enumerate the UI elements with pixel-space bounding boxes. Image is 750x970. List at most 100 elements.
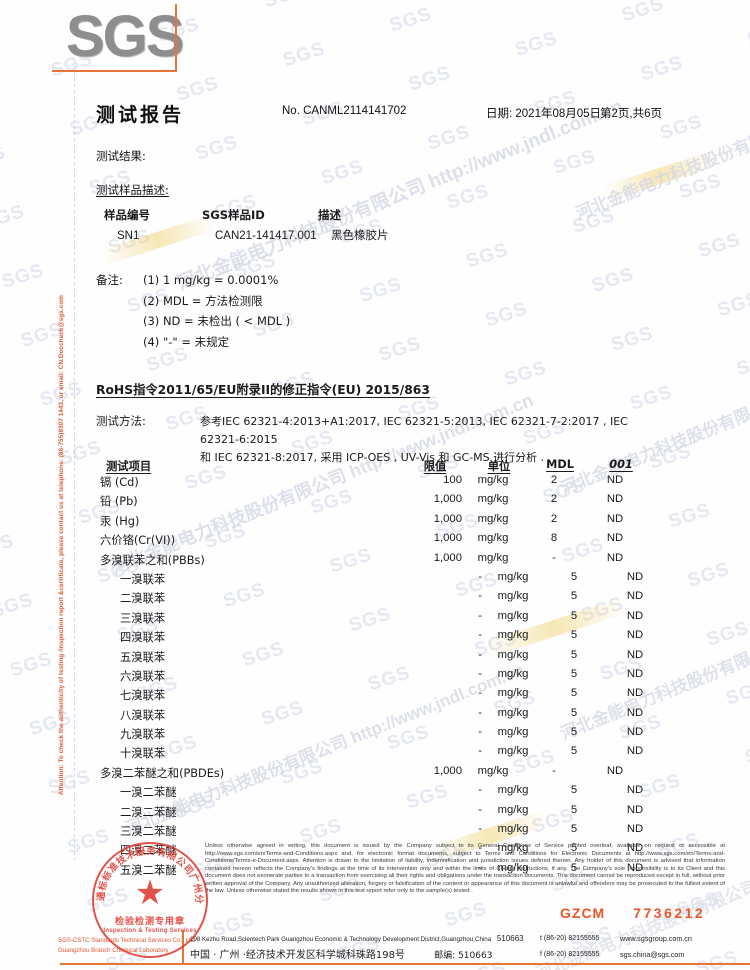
result-limit: 1,000 <box>433 551 462 564</box>
seal-en-text: Inspection & Testing Services <box>103 926 197 934</box>
remarks-list: (1) 1 mg/kg = 0.0001% (2) MDL = 方法检测限 (3… <box>143 270 290 352</box>
sgs-watermark: SGS <box>0 530 17 564</box>
result-mdl: 2 <box>550 474 558 486</box>
seal-arc-text: SGS通标标准技术服务有限公司广州分公司 <box>92 842 204 904</box>
test-method-line-2: 和 IEC 62321-8:2017, 采用 ICP-OES , UV-Vis … <box>200 451 545 464</box>
sgs-watermark: SGS <box>733 435 750 529</box>
report-number: No. CANML2114141702 <box>282 105 407 117</box>
result-value: ND <box>626 823 644 836</box>
result-item: 三溴二苯醚 <box>120 825 177 839</box>
result-value: ND <box>626 667 644 680</box>
table-row: 十溴联苯 - mg/kg 5 ND <box>96 745 676 764</box>
telephone-block: t (86-20) 82155555 f (86-20) 82155555 <box>540 931 600 962</box>
page-indicator: 第2页,共6页 <box>600 108 662 120</box>
result-mdl: 5 <box>570 823 578 836</box>
remarks-label: 备注: <box>96 273 123 287</box>
sample-desc-label: 测试样品描述: <box>96 183 169 197</box>
result-limit: - <box>478 745 482 758</box>
result-mdl: - <box>552 551 556 564</box>
result-item: 铅 (Pb) <box>100 495 138 509</box>
web-contact-block: www.sgsgroup.com.cn sgs.china@sgs.com <box>620 931 692 962</box>
result-limit: - <box>478 823 482 836</box>
result-mdl: 5 <box>570 803 578 816</box>
sgs-watermark: SGS <box>0 53 28 147</box>
result-value: ND <box>626 570 644 583</box>
sgs-watermark: SGS <box>0 383 18 477</box>
result-limit: - <box>478 609 482 622</box>
sgs-watermark: SGS <box>550 145 599 179</box>
result-item: 九溴联苯 <box>120 728 166 742</box>
result-unit: mg/kg <box>477 532 509 545</box>
result-value: ND <box>606 474 624 486</box>
sgs-watermark: SGS <box>742 735 750 769</box>
sgs-watermark: SGS <box>455 0 581 33</box>
result-value: ND <box>606 551 624 564</box>
result-item: 三溴联苯 <box>120 611 166 625</box>
gzcm-label: GZCM <box>560 905 606 921</box>
result-limit: 1,000 <box>433 493 462 506</box>
page-title: 测试报告 <box>96 104 185 126</box>
result-item: 四溴联苯 <box>120 631 166 645</box>
result-unit: mg/kg <box>497 823 529 836</box>
seal-ring <box>92 842 208 958</box>
sgs-watermark: SGS <box>7 648 56 682</box>
sgs-watermark: SGS <box>695 228 744 263</box>
col-header-item: 测试项目 <box>106 460 152 473</box>
result-mdl: 2 <box>550 493 558 506</box>
result-item: 二溴联苯 <box>120 592 166 606</box>
list-item: (2) MDL = 方法检测限 <box>143 293 263 308</box>
result-limit: - <box>478 726 482 739</box>
rohs-directive-title: RoHS指令2011/65/EU附录II的修正指令(EU) 2015/863 <box>96 383 430 397</box>
test-method-label: 测试方法: <box>96 414 146 428</box>
table-row: 二溴二苯醚 - mg/kg 5 ND <box>96 804 676 823</box>
result-mdl: 5 <box>570 861 578 874</box>
col-header-limit: 限值 <box>423 460 447 473</box>
result-limit: - <box>478 861 482 874</box>
result-limit: 1,000 <box>433 532 462 545</box>
result-limit: - <box>478 784 482 797</box>
result-value: ND <box>606 532 624 545</box>
inspection-seal-stamp: SGS通标标准技术服务有限公司广州分公司 ★ 检验检测专用章 Inspectio… <box>92 842 208 958</box>
gold-smear-watermark <box>600 149 720 203</box>
sample-no: SN1 <box>117 230 140 242</box>
result-item: 多溴联苯之和(PBBs) <box>100 553 205 567</box>
gzcm-number: 7736212 <box>633 905 706 921</box>
address-cn-row: 中国 · 广州 ·经济技术开发区科学城科珠路198号 邮编: 510663 <box>190 948 524 965</box>
result-unit: mg/kg <box>497 570 529 583</box>
email-link[interactable]: sgs.china@sgs.com <box>620 949 685 959</box>
sgs-watermark: SGS <box>714 376 750 470</box>
result-unit: mg/kg <box>477 493 509 506</box>
sample-table-header: 样品编号 SGS样品ID 描述 <box>104 207 451 223</box>
telephone-2: f (86-20) 82155555 <box>540 950 600 958</box>
result-value: ND <box>626 590 644 603</box>
sgs-watermark: SGS <box>0 442 37 536</box>
website-link[interactable]: www.sgsgroup.com.cn <box>620 934 692 943</box>
sgs-watermark: SGS <box>589 263 637 297</box>
sgs-logo: SGS <box>66 4 184 69</box>
sgs-watermark: SGS <box>570 204 618 238</box>
sgs-watermark: SGS <box>657 111 705 145</box>
header-vertical-rule <box>175 4 177 72</box>
result-value: ND <box>626 803 644 816</box>
result-limit: - <box>478 648 482 661</box>
result-limit: 100 <box>443 474 462 486</box>
sgs-watermark: SGS <box>222 0 348 43</box>
header-horizontal-rule <box>52 70 177 72</box>
result-value: ND <box>626 648 644 661</box>
sgs-watermark: SGS <box>714 287 750 322</box>
list-item: (4) "-" = 未规定 <box>143 334 230 349</box>
result-unit: mg/kg <box>497 629 529 642</box>
result-unit: mg/kg <box>497 803 529 816</box>
results-table-header: 测试项目 限值 单位 MDL 001 <box>96 458 676 474</box>
test-method-body: 参考IEC 62321-4:2013+A1:2017, IEC 62321-5:… <box>200 413 670 467</box>
table-row: SN1 CAN21-141417.001 黑色橡胶片 <box>104 227 451 243</box>
table-row: 三溴联苯 - mg/kg 5 ND <box>96 610 676 629</box>
table-row: 一溴联苯 - mg/kg 5 ND <box>96 571 676 590</box>
telephone-1: t (86-20) 82155555 <box>540 935 600 942</box>
sgs-watermark: SGS <box>318 155 367 190</box>
result-limit: - <box>478 570 482 583</box>
sgs-watermark: SGS <box>725 47 750 141</box>
table-row: 多溴联苯之和(PBBs) 1,000 mg/kg - ND <box>96 552 676 571</box>
sgs-watermark: SGS <box>18 318 66 353</box>
result-mdl: 5 <box>570 842 578 855</box>
